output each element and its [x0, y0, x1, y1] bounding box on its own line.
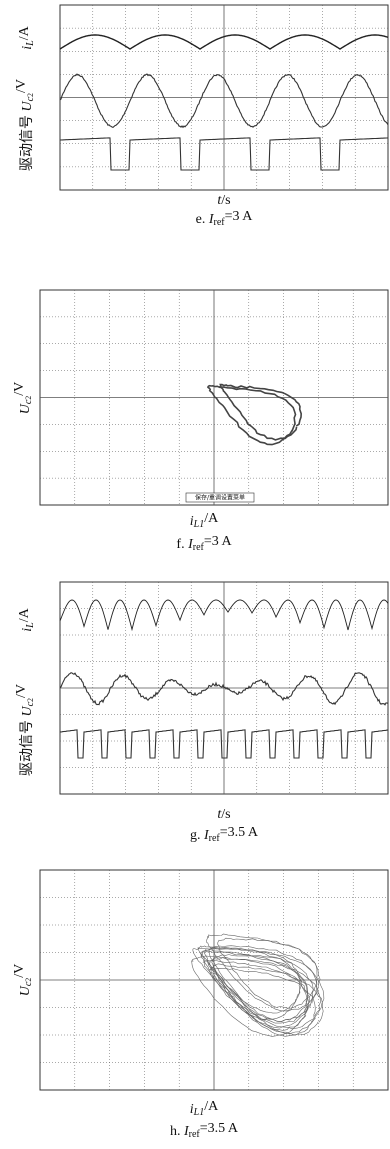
label-part: =3.5 A — [200, 1121, 239, 1136]
label-part: /V — [14, 684, 29, 698]
label-part: /s — [221, 193, 230, 208]
label-part: f. — [176, 537, 188, 552]
label: g. Iref=3.5 A — [190, 825, 259, 844]
label-part: L1 — [193, 519, 205, 530]
label-part: ref — [209, 833, 221, 844]
label: iL/A — [17, 607, 36, 631]
label-part: /A — [17, 25, 32, 40]
label: e. Iref=3 A — [196, 209, 254, 228]
label: iL1/A — [190, 1099, 219, 1118]
label-part: /V — [14, 79, 29, 93]
label: iL1/A — [190, 511, 219, 530]
label-part: /V — [12, 382, 27, 396]
label-part: g. — [190, 828, 204, 843]
label-part: L1 — [193, 1107, 205, 1118]
label: t/s — [217, 193, 230, 208]
label-part: e. — [196, 212, 209, 227]
label-part: /s — [221, 807, 230, 822]
label-part: /A — [17, 607, 32, 622]
label-part: /A — [204, 511, 219, 526]
label: Uc2/V — [12, 964, 34, 997]
label: h. Iref=3.5 A — [170, 1121, 239, 1140]
label: t/s — [217, 807, 230, 822]
label-part: 驱动信号 — [19, 112, 35, 172]
label-part: /V — [12, 964, 27, 978]
label-part: ref — [189, 1129, 201, 1140]
label-part: 驱动信号 — [19, 717, 35, 777]
label: Uc2/V — [12, 382, 34, 415]
label-part: =3 A — [225, 209, 254, 224]
label: f. Iref=3 A — [176, 534, 232, 553]
figure: iL/A驱动信号 Uc2/Vt/se. Iref=3 AUc2/ViL1/Af.… — [0, 0, 390, 1149]
label: iL/A — [17, 25, 36, 49]
menu-text: 保存/重调设置菜单 — [195, 494, 245, 502]
label-part: /A — [204, 1099, 219, 1114]
label-part: h. — [170, 1124, 184, 1139]
label-part: =3 A — [204, 534, 233, 549]
label: 驱动信号 Uc2/V — [14, 79, 36, 171]
label-part: ref — [193, 542, 205, 553]
label-part: ref — [214, 217, 226, 228]
label-part: =3.5 A — [220, 825, 259, 840]
label: 驱动信号 Uc2/V — [14, 684, 36, 776]
